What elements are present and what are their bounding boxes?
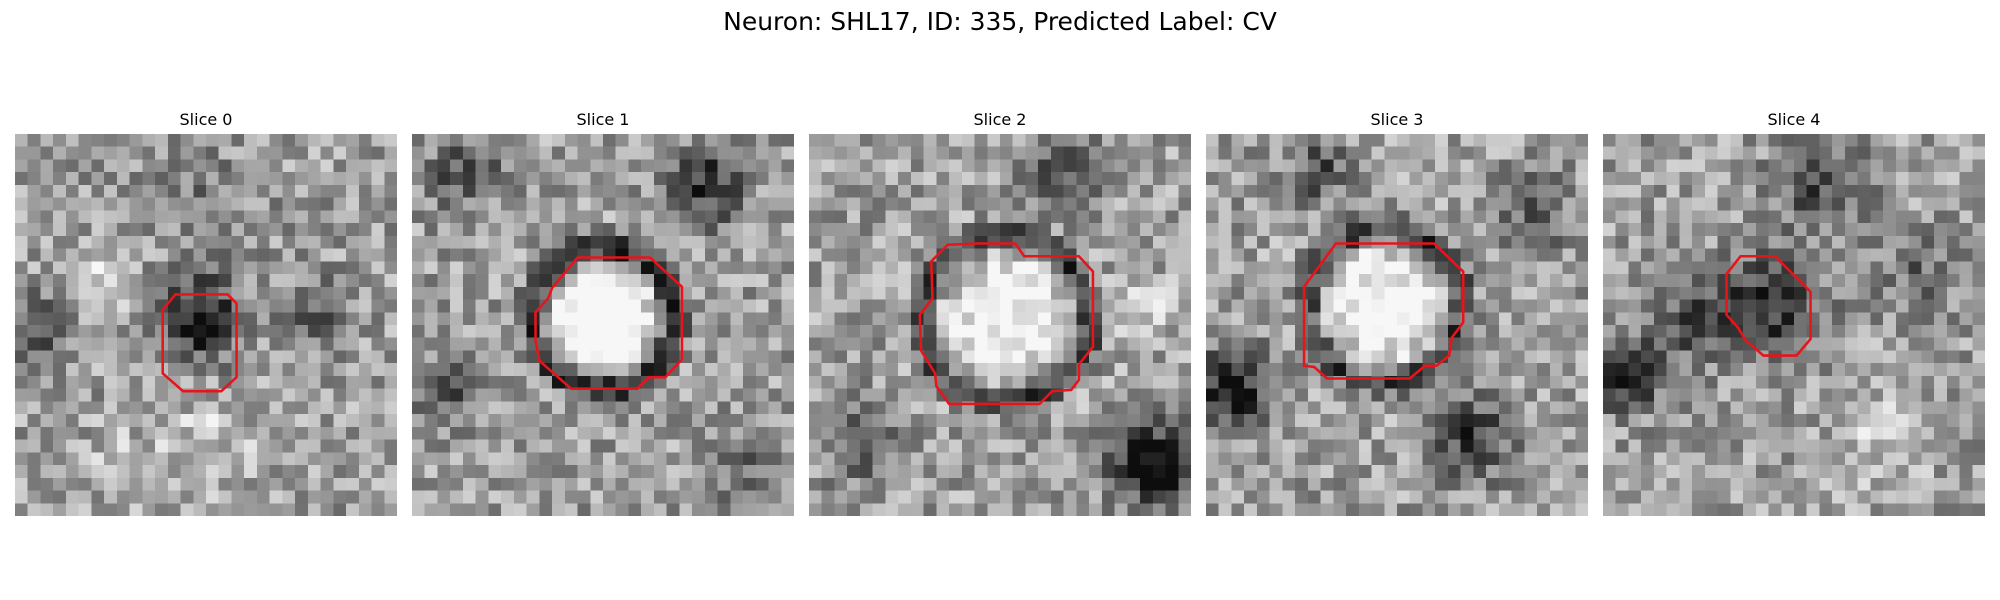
slice-panel-1: Slice 1 xyxy=(412,110,794,516)
roi-contour-0 xyxy=(161,293,238,393)
slice-title-4: Slice 4 xyxy=(1767,110,1821,129)
slice-title-1: Slice 1 xyxy=(576,110,630,129)
slice-image-1 xyxy=(412,134,794,516)
slice-title-0: Slice 0 xyxy=(179,110,233,129)
slice-panel-4: Slice 4 xyxy=(1603,110,1985,516)
roi-contour-4 xyxy=(1725,254,1812,357)
slice-panel-0: Slice 0 xyxy=(15,110,397,516)
slice-panel-2: Slice 2 xyxy=(809,110,1191,516)
slice-image-0 xyxy=(15,134,397,516)
roi-contour-3 xyxy=(1302,242,1465,380)
slice-image-2 xyxy=(809,134,1191,516)
slice-panel-3: Slice 3 xyxy=(1206,110,1588,516)
slice-image-3 xyxy=(1206,134,1588,516)
slice-title-2: Slice 2 xyxy=(973,110,1027,129)
roi-contour-1 xyxy=(534,256,684,390)
slice-title-3: Slice 3 xyxy=(1370,110,1424,129)
slice-image-4 xyxy=(1603,134,1985,516)
figure-title: Neuron: SHL17, ID: 335, Predicted Label:… xyxy=(723,7,1277,36)
roi-contour-2 xyxy=(918,242,1095,406)
